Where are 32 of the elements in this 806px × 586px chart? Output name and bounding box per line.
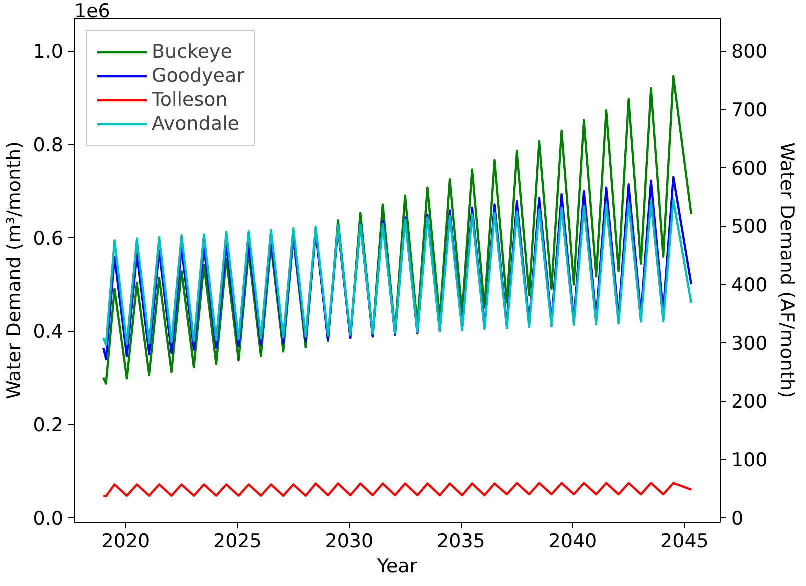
y2-tick-label: 300: [732, 332, 768, 355]
x-tick-label: 2025: [214, 530, 262, 552]
y2-tick-label: 200: [732, 391, 768, 414]
legend-label: Buckeye: [152, 41, 232, 63]
y2-tick-label: 400: [732, 274, 768, 296]
y-tick-label: 1.0: [33, 41, 64, 64]
annotation: 1e6: [74, 0, 110, 22]
legend-label: Avondale: [152, 113, 240, 135]
x-tick-label: 2030: [325, 530, 374, 552]
x-tick-label: 2020: [102, 530, 150, 552]
y-tick-label: 0.8: [33, 134, 64, 156]
y2-tick-label: 500: [732, 216, 768, 238]
line-series: [102, 198, 693, 346]
x-tick-label: 2035: [437, 530, 486, 552]
legend-label: Goodyear: [152, 65, 244, 87]
y2-tick-label: 700: [732, 100, 768, 122]
x-tick-label: 2045: [660, 530, 709, 552]
y-axis-title: Water Demand (m³/month): [3, 142, 26, 400]
x-tick-label: 2040: [548, 530, 598, 552]
x-axis-title: Year: [376, 556, 418, 578]
y2-tick-label: 100: [732, 450, 768, 472]
y-tick-label: 0.6: [33, 228, 64, 250]
y-tick-label: 0.2: [33, 414, 64, 436]
y2-tick-label: 800: [732, 41, 768, 64]
y2-tick-label: 600: [732, 158, 768, 180]
y2-axis-title: Water Demand (AF/month): [776, 142, 798, 398]
line-series: [102, 482, 693, 498]
line-series: [102, 176, 693, 360]
legend-label: Tolleson: [152, 89, 228, 111]
y-tick-label: 0.4: [33, 321, 64, 344]
y2-tick-label: 0: [732, 508, 744, 530]
y-tick-label: 0.0: [33, 508, 64, 530]
